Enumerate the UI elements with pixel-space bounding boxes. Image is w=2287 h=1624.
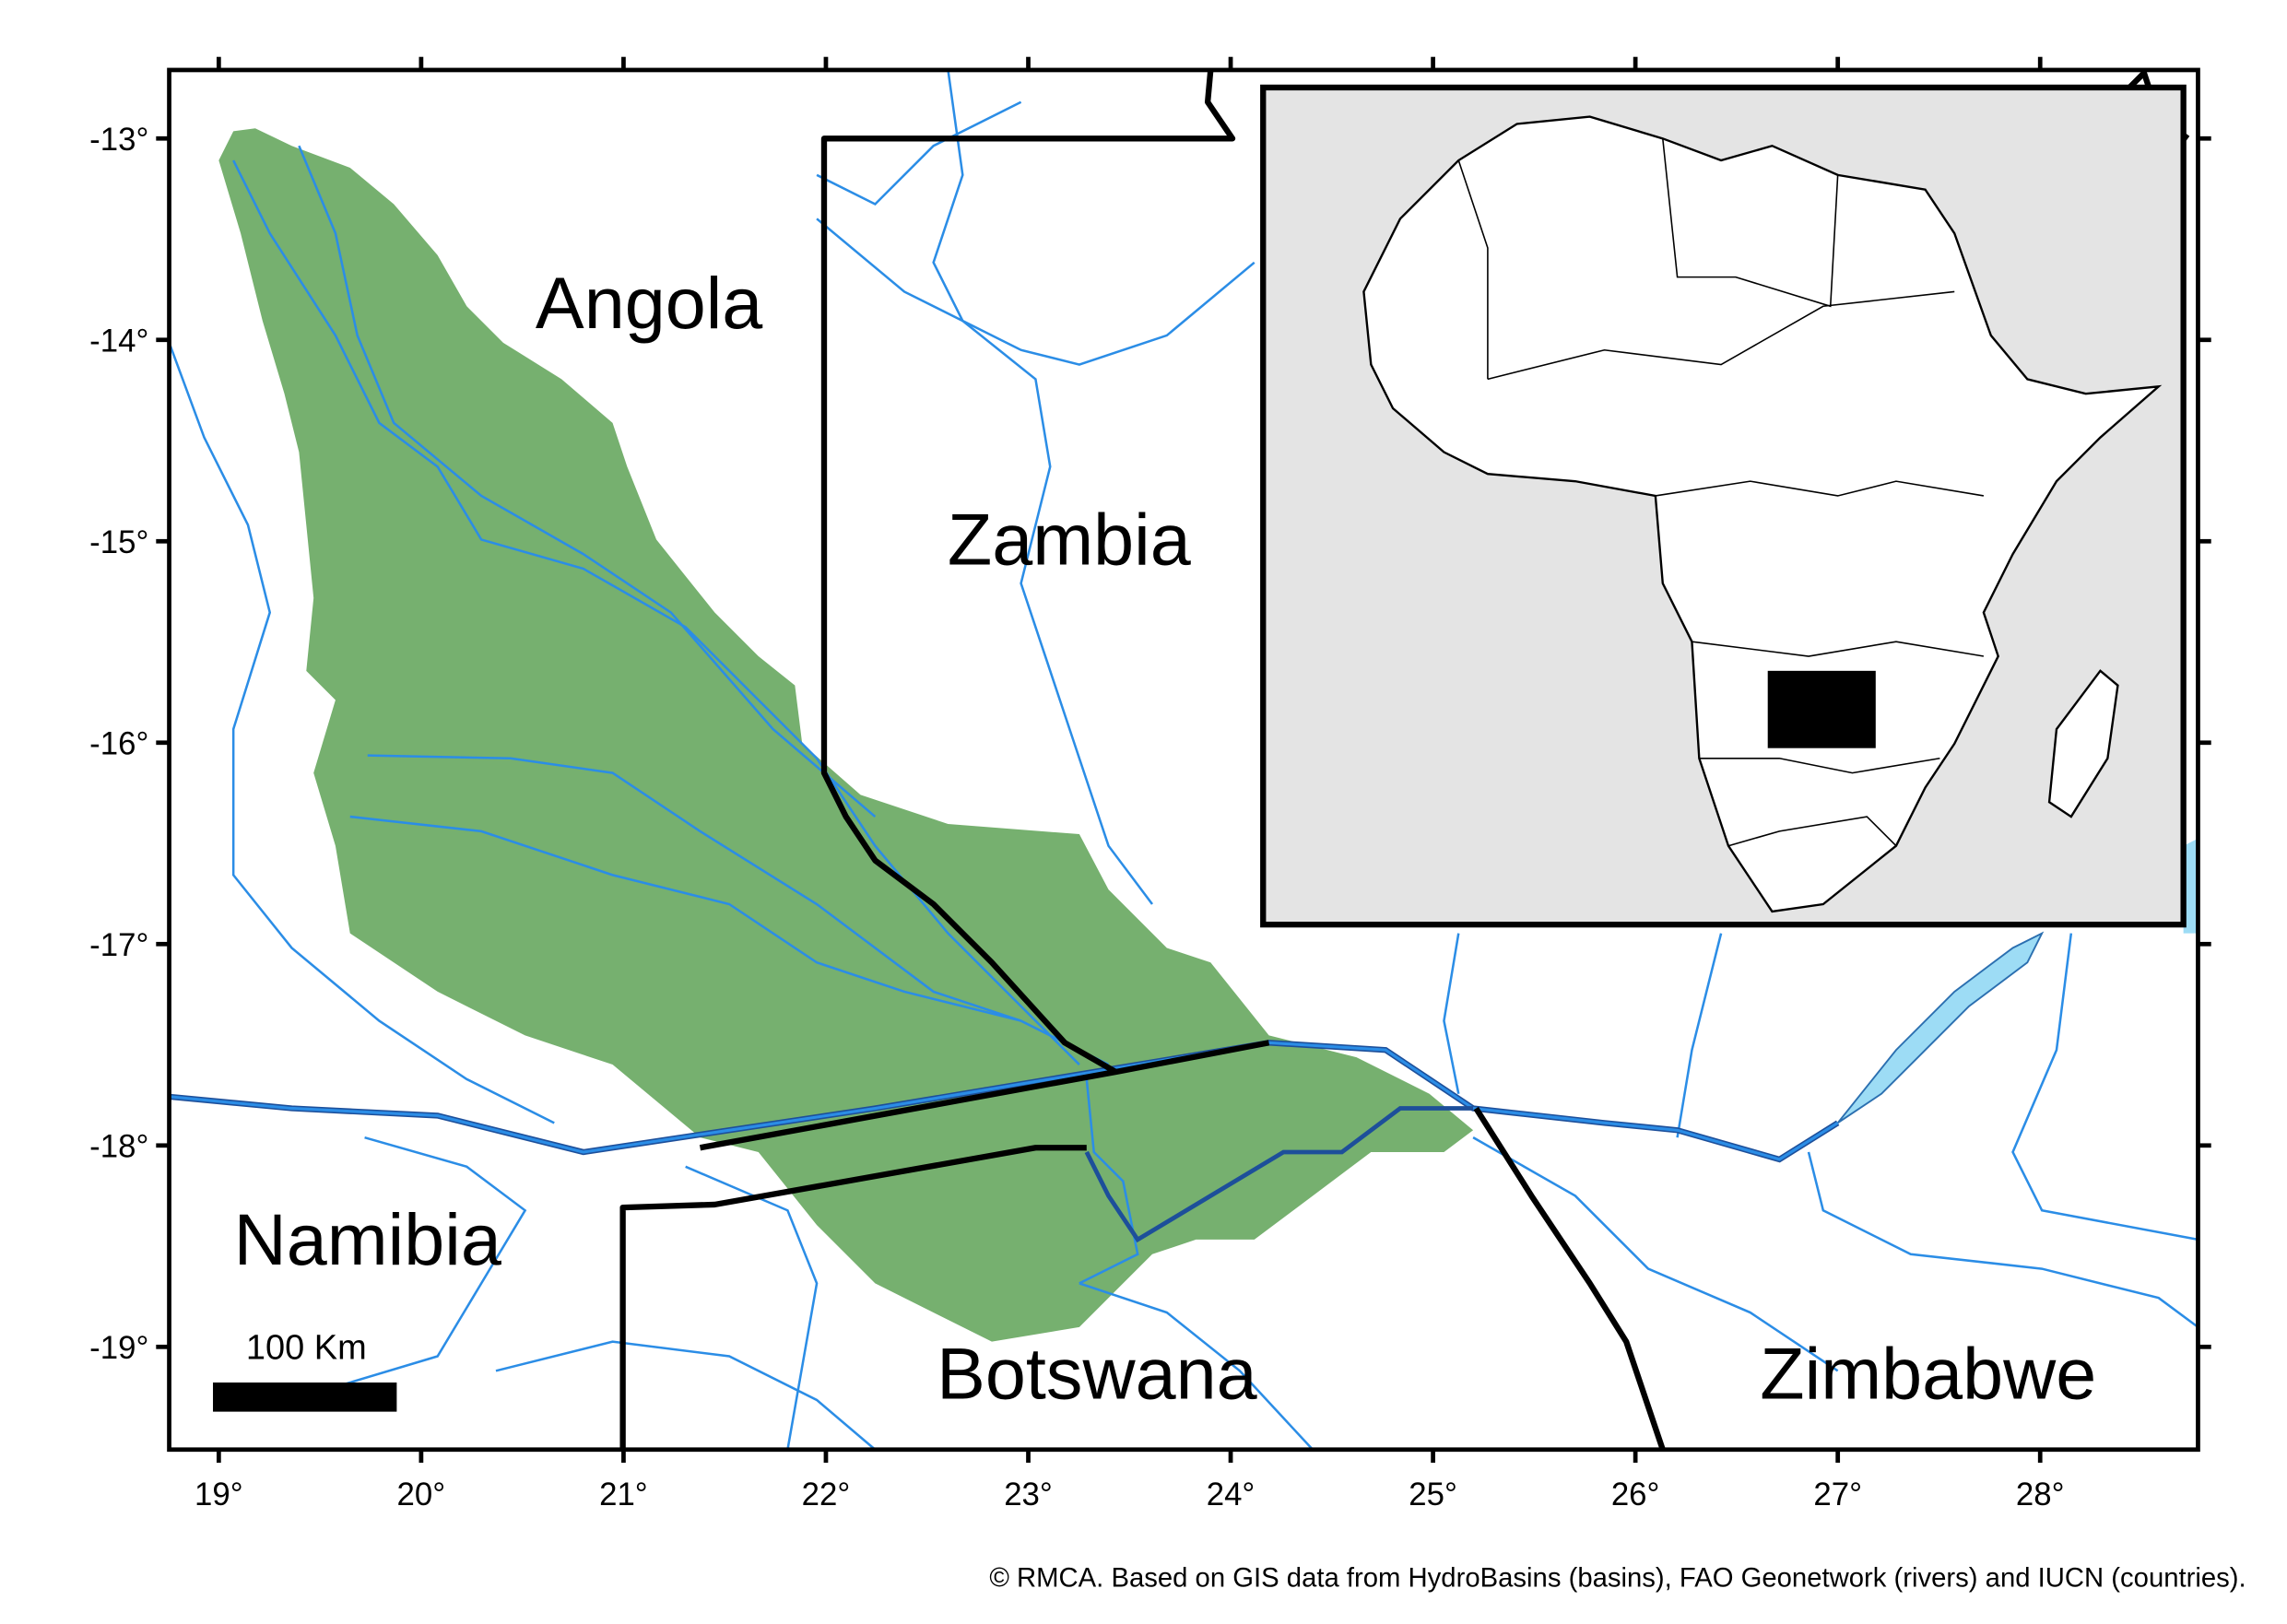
inset-borders — [1699, 757, 1940, 774]
inset-map — [1260, 84, 2187, 928]
x-tick-label: 27° — [1813, 1477, 1862, 1512]
y-tick-label: -14° — [89, 323, 148, 359]
river — [232, 159, 1080, 1065]
lake — [1836, 931, 2045, 1124]
inset-borders — [1457, 159, 1489, 380]
border — [1473, 1106, 1666, 1451]
x-tick-label: 26° — [1611, 1477, 1660, 1512]
map-frame — [167, 67, 2200, 1453]
x-tick-label: 28° — [2016, 1477, 2065, 1512]
x-tick-label: 21° — [599, 1477, 648, 1512]
inset-borders — [1487, 290, 1955, 381]
africa — [1362, 115, 2163, 913]
river — [1807, 1151, 2199, 1328]
y-tick-label: -16° — [89, 725, 148, 761]
river — [1443, 933, 1460, 1094]
x-tick-label: 24° — [1207, 1477, 1255, 1512]
study-area — [1767, 670, 1876, 748]
inset-borders — [1727, 816, 1897, 847]
river — [1676, 933, 1723, 1138]
river — [816, 218, 1255, 366]
x-tick-label: 19° — [195, 1477, 243, 1512]
country-label: Angola — [536, 262, 762, 344]
river — [816, 100, 1022, 206]
rivers — [168, 69, 2199, 1451]
country-label: Botswana — [937, 1332, 1256, 1414]
border — [619, 1145, 1087, 1450]
lake — [2183, 838, 2199, 934]
river — [291, 1136, 527, 1402]
inset-borders — [1692, 641, 1985, 657]
madagascar — [2047, 669, 2119, 818]
country-label: Namibia — [234, 1198, 501, 1280]
map-body — [168, 69, 2199, 1451]
scale-bar-label: 100 Km — [246, 1329, 367, 1368]
country-label: Zambia — [948, 498, 1191, 580]
y-tick-label: -13° — [89, 122, 148, 158]
river — [367, 754, 1110, 1066]
inset-borders — [1655, 480, 1985, 497]
tributary-river — [1084, 1106, 1474, 1243]
border — [699, 1040, 1270, 1151]
river — [932, 69, 1154, 905]
basin — [218, 128, 1474, 1342]
y-tick-label: -15° — [89, 524, 148, 560]
y-tick-label: -19° — [89, 1330, 148, 1366]
river — [1472, 1136, 1839, 1372]
y-tick-label: -18° — [89, 1128, 148, 1164]
graticule-ticks: 19° 20° 21° 22° 23° 24° 25° 26° 27° 28° -13° -14° -1… — [89, 56, 2211, 1512]
scale-bar — [213, 1382, 397, 1412]
river — [1079, 1078, 1139, 1285]
river — [495, 1340, 877, 1451]
river — [298, 145, 877, 818]
country-label: Zimbabwe — [1760, 1332, 2096, 1414]
borders — [619, 69, 2190, 1451]
y-tick-label: -17° — [89, 927, 148, 963]
x-tick-label: 22° — [802, 1477, 851, 1512]
border — [820, 69, 1236, 1075]
river — [1079, 1282, 1314, 1451]
x-tick-label: 23° — [1004, 1477, 1053, 1512]
credit: © RMCA. Based on GIS data from HydroBasi… — [989, 1563, 2246, 1593]
x-tick-label: 20° — [397, 1477, 446, 1512]
river — [685, 1165, 819, 1450]
river — [168, 342, 555, 1124]
river — [2011, 933, 2199, 1242]
river — [349, 815, 1021, 1022]
x-tick-label: 25° — [1409, 1477, 1457, 1512]
inset-borders — [1661, 138, 1839, 308]
